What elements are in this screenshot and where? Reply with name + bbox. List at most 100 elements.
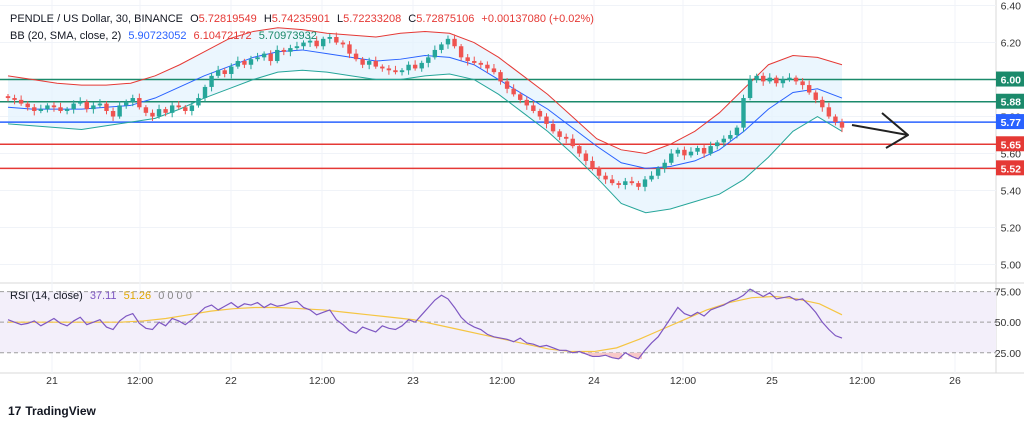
candle-down — [760, 75, 766, 82]
candle-down — [334, 36, 339, 43]
candle-down — [603, 175, 608, 180]
rsi-tick-label: 75.00 — [995, 287, 1021, 299]
candle-down — [806, 85, 812, 93]
tradingview-icon: 17 — [8, 404, 22, 418]
candle-down — [347, 44, 352, 54]
candle-down — [5, 96, 11, 99]
candle-up — [91, 105, 96, 110]
candles — [5, 32, 845, 192]
time-tick-label: 23 — [407, 375, 419, 387]
candle-down — [18, 99, 24, 104]
candle-up — [78, 101, 83, 104]
time-tick-label: 25 — [766, 375, 778, 387]
level-tag-label: 5.88 — [1001, 97, 1022, 109]
rsi-legend[interactable]: RSI (14, close) 37.11 51.26 0 0 0 0 — [10, 290, 196, 302]
candle-up — [767, 77, 772, 82]
candle-down — [833, 116, 838, 123]
candle-up — [321, 38, 326, 47]
low-value: 5.72233208 — [343, 13, 402, 25]
candle-up — [649, 175, 654, 180]
candle-down — [498, 72, 503, 82]
rsi-pane — [0, 288, 996, 360]
candle-up — [675, 149, 681, 154]
candle-down — [84, 101, 90, 110]
candle-down — [51, 105, 57, 108]
candle-up — [97, 103, 103, 106]
candle-down — [386, 68, 392, 71]
candle-up — [439, 44, 444, 50]
arrow-head — [881, 112, 909, 149]
candle-down — [563, 136, 569, 139]
symbol-label[interactable]: PENDLE / US Dollar, 30, BINANCE — [10, 13, 184, 25]
candle-up — [130, 98, 135, 102]
candle-down — [465, 57, 470, 62]
level-tag-bg — [996, 136, 1024, 152]
candle-up — [38, 109, 44, 111]
candle-up — [734, 127, 740, 136]
rsi-tick-label: 25.00 — [995, 348, 1021, 360]
candle-up — [215, 70, 221, 76]
price-tick-label: 5.60 — [1001, 149, 1022, 161]
candle-up — [294, 46, 300, 49]
candle-up — [399, 70, 405, 73]
change-value: +0.00137080 (+0.02%) — [481, 13, 594, 25]
candle-up — [248, 59, 254, 65]
rsi-extra-values: 0 0 0 0 — [158, 290, 192, 302]
bb-lower-value: 5.70973932 — [258, 30, 317, 42]
candle-up — [71, 103, 76, 110]
candle-up — [715, 142, 720, 147]
candle-down — [137, 98, 142, 108]
candle-down — [176, 105, 181, 108]
time-tick-label: 12:00 — [309, 375, 335, 387]
candle-down — [774, 77, 779, 84]
candle-up — [366, 61, 372, 65]
candle-up — [688, 151, 694, 156]
candle-up — [275, 49, 280, 62]
candle-down — [143, 107, 149, 113]
high-label: H — [263, 13, 272, 25]
candle-up — [662, 162, 667, 169]
bollinger-bands — [7, 27, 843, 214]
candle-up — [202, 86, 208, 99]
bb-legend[interactable]: BB (20, SMA, close, 2) 5.90723052 6.1047… — [10, 30, 321, 42]
close-label: C — [408, 13, 417, 25]
candle-down — [25, 103, 30, 108]
rsi-ma-line — [8, 295, 843, 353]
candle-down — [104, 103, 109, 111]
candle-down — [458, 46, 464, 58]
candle-down — [590, 160, 595, 169]
level-tag-bg — [996, 114, 1024, 130]
level-tag-bg — [996, 160, 1024, 176]
price-tick-label: 5.00 — [1001, 260, 1022, 272]
candle-up — [406, 64, 411, 71]
candle-down — [544, 116, 549, 124]
candle-up — [156, 109, 162, 117]
candle-down — [281, 49, 287, 52]
candle-down — [340, 42, 346, 45]
candle-up — [642, 179, 648, 187]
bb-basis-value: 5.90723052 — [128, 30, 187, 42]
arrow-annotation — [851, 112, 909, 149]
candle-up — [754, 75, 759, 80]
candle-down — [636, 183, 641, 187]
time-tick-label: 12:00 — [849, 375, 875, 387]
tradingview-logo[interactable]: 17 TradingView — [8, 404, 96, 418]
candle-down — [58, 107, 63, 111]
time-tick-label: 21 — [46, 375, 58, 387]
candle-up — [623, 181, 628, 185]
time-tick-label: 24 — [588, 375, 600, 387]
rsi-ma-value: 51.26 — [123, 290, 152, 302]
candle-up — [209, 75, 214, 87]
candle-up — [426, 57, 431, 63]
candle-up — [301, 42, 306, 47]
price-tick-label: 5.40 — [1001, 186, 1022, 198]
candle-down — [701, 147, 707, 154]
candle-down — [682, 149, 687, 156]
level-tag-label: 5.52 — [1001, 163, 1022, 175]
candle-down — [110, 110, 116, 117]
brand-name: TradingView — [25, 404, 96, 418]
time-tick-label: 12:00 — [489, 375, 515, 387]
candle-down — [820, 99, 825, 108]
candle-up — [741, 98, 746, 128]
